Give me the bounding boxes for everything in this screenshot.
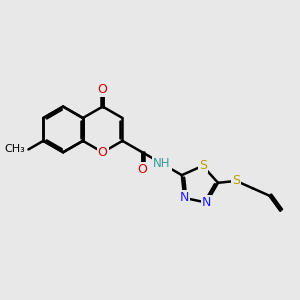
Text: O: O bbox=[98, 146, 108, 159]
Text: O: O bbox=[98, 83, 108, 96]
Text: CH₃: CH₃ bbox=[4, 144, 25, 154]
Text: S: S bbox=[232, 174, 240, 188]
Text: S: S bbox=[199, 159, 207, 172]
Text: NH: NH bbox=[153, 157, 171, 170]
Text: N: N bbox=[179, 191, 189, 204]
Text: N: N bbox=[202, 196, 211, 209]
Text: O: O bbox=[137, 163, 147, 176]
